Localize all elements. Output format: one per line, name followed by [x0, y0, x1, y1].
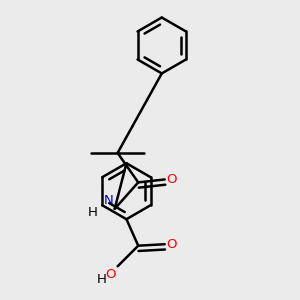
- Text: O: O: [166, 238, 177, 251]
- Text: N: N: [103, 194, 113, 207]
- Text: O: O: [166, 173, 177, 186]
- Text: O: O: [106, 268, 116, 281]
- Text: H: H: [97, 273, 106, 286]
- Text: H: H: [88, 206, 98, 219]
